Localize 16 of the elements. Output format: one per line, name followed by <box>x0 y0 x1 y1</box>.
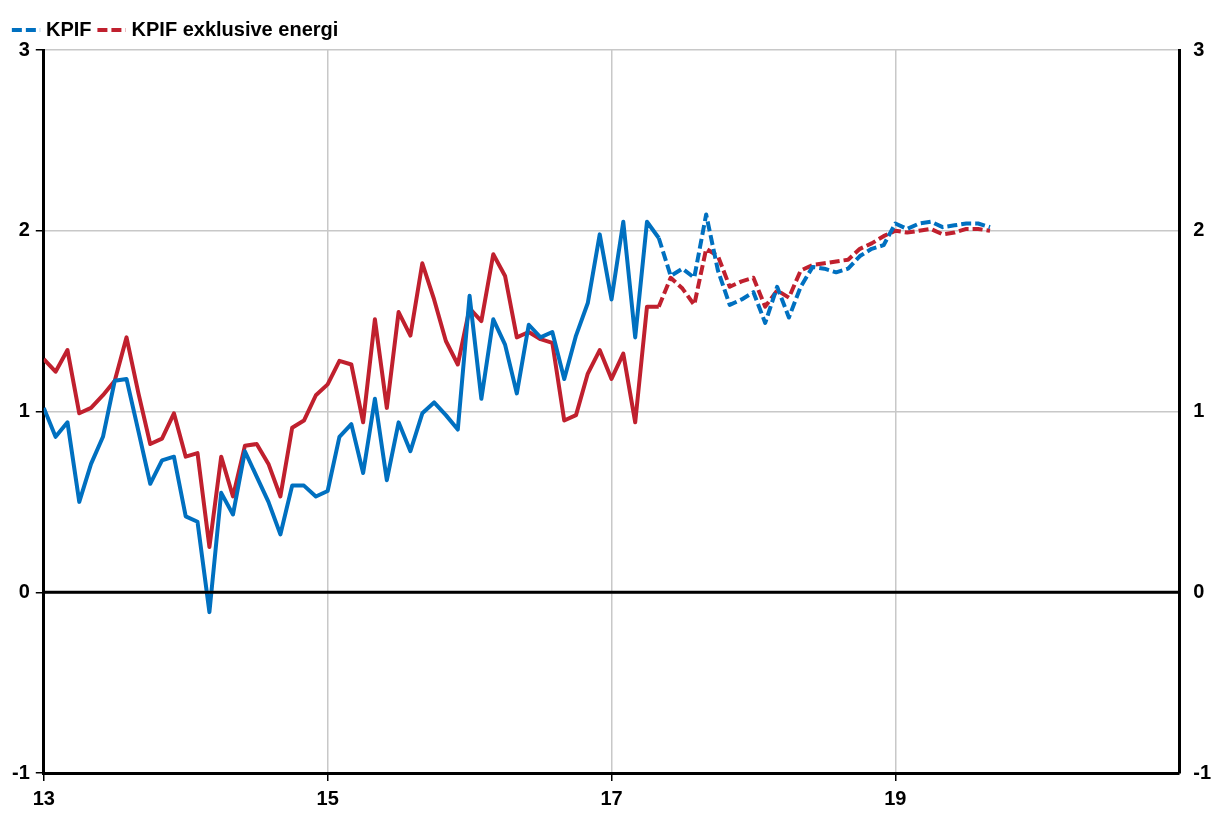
x-tick-label: 17 <box>600 786 623 809</box>
x-tick-label: 13 <box>32 786 55 809</box>
y-tick-label: 1 <box>18 399 30 422</box>
legend-label: KPIF exklusive energi <box>131 17 339 40</box>
y-tick-label: 3 <box>18 37 30 60</box>
y2-tick-label: 0 <box>1193 579 1205 602</box>
y-tick-label: 0 <box>18 579 30 602</box>
legend-label: KPIF <box>46 17 92 40</box>
y2-tick-label: -1 <box>1193 760 1212 783</box>
y2-tick-label: 3 <box>1193 37 1205 60</box>
y2-tick-label: 2 <box>1193 218 1205 241</box>
x-tick-label: 19 <box>884 786 907 809</box>
y2-tick-label: 1 <box>1193 399 1205 422</box>
y-tick-label: 2 <box>18 218 30 241</box>
y-tick-label: -1 <box>11 760 30 783</box>
x-tick-label: 15 <box>316 786 339 809</box>
